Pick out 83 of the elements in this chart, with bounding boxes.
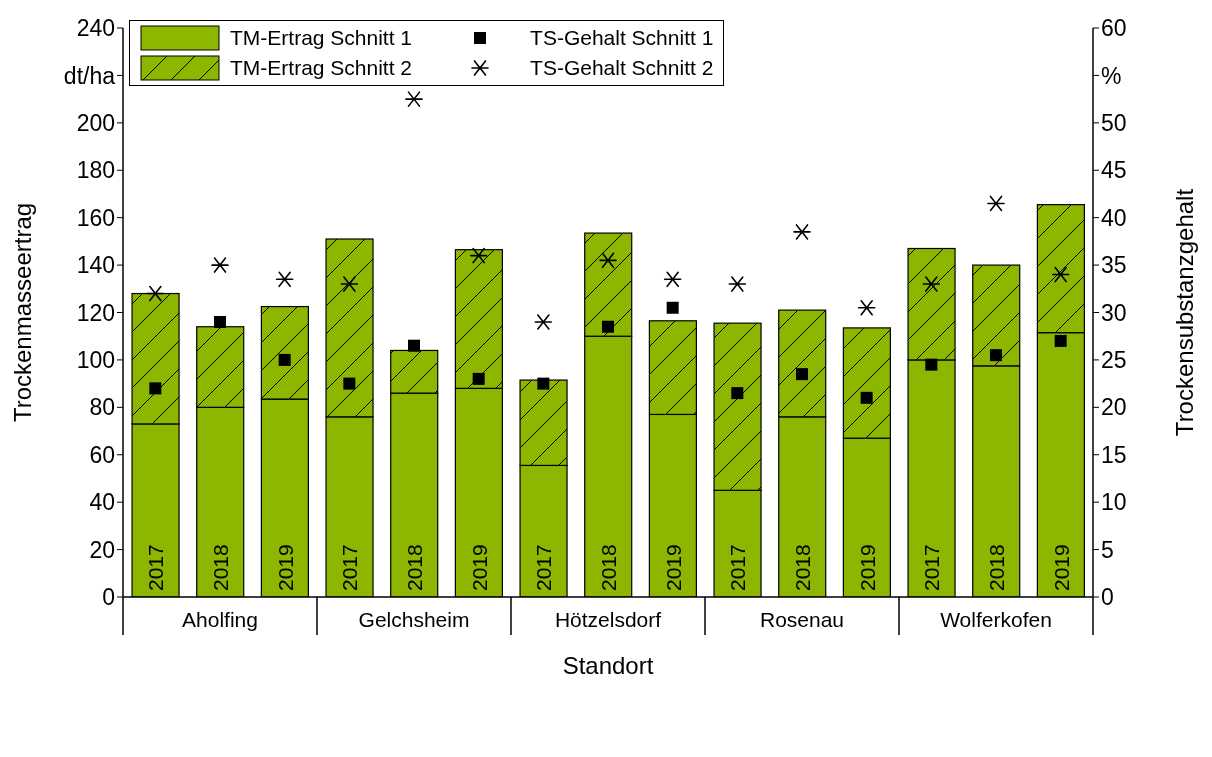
point [405,91,423,107]
point [602,320,614,333]
text: Aholfing [182,608,258,631]
legend-label: TS-Gehalt Schnitt 2 [530,56,714,80]
x-tick-label: 2019 [1049,544,1073,591]
x-tick-label: 2019 [855,544,879,591]
point [925,358,938,371]
y2-tick-label: % [1101,62,1122,89]
point [990,349,1002,362]
point [663,271,682,288]
point [340,276,359,292]
text: Gelchsheim [358,608,470,631]
legend-label: TM-Ertrag Schnitt 1 [230,26,413,50]
point [211,257,229,273]
point [469,247,488,264]
y2-tick-label: 30 [1101,299,1127,326]
point [275,271,294,288]
x-tick-label: 2018 [209,544,232,591]
y-tick-label: 100 [76,347,115,374]
y-tick-label: 60 [89,441,115,468]
y-tick-label: 160 [76,204,115,231]
point [343,377,356,390]
x-tick-label: 2017 [338,544,362,591]
x-axis-title: Standort [562,652,654,679]
x-tick-label: 2018 [403,544,426,591]
point [860,391,873,404]
y-tick-label: 140 [76,252,115,279]
x-tick-label: 2018 [791,544,814,591]
x-tick-label: 2017 [532,544,556,591]
x-tick-label: 2018 [597,544,620,591]
y2-tick-label: 10 [1101,489,1127,516]
point [278,353,291,366]
point [731,387,744,400]
y2-tick-label: 35 [1101,252,1127,279]
y2-axis-title: Trockensubstanzgehalt [1170,188,1198,437]
point [214,315,226,328]
point [472,372,485,385]
x-tick-label: 2017 [144,544,168,591]
point [922,276,941,292]
y2-tick-label: 25 [1101,347,1127,374]
x-tick-label: 2019 [273,544,297,591]
x-tick-label: 2017 [726,544,750,591]
point [796,368,808,381]
point [537,377,550,390]
y2-tick-label: 20 [1101,394,1127,421]
y-tick-label: 20 [89,536,115,563]
x-tick-label: 2019 [467,544,491,591]
y-tick-label: dt/ha [63,62,116,89]
y2-tick-label: 45 [1101,157,1127,184]
point [1051,266,1070,283]
y-tick-label: 80 [89,394,115,421]
y2-tick-label: 15 [1101,441,1127,468]
point [793,224,811,240]
point [408,339,420,352]
point [146,285,165,302]
y2-tick-label: 40 [1101,204,1127,231]
text: Hötzelsdorf [554,608,662,631]
text: Rosenau [759,608,845,631]
y-tick-label: 0 [102,584,115,611]
x-tick-label: 2018 [985,544,1008,591]
point [1054,334,1067,347]
y2-tick-label: 50 [1101,110,1127,136]
y-tick-label: 240 [76,15,115,42]
y2-tick-label: 60 [1101,15,1127,42]
point [987,195,1005,212]
point [534,314,553,330]
point [599,252,617,269]
legend-label: TS-Gehalt Schnitt 1 [530,26,714,50]
y-tick-label: 180 [76,157,115,184]
point [857,299,876,316]
y-tick-label: 40 [89,489,115,516]
x-tick-label: 2019 [661,544,685,591]
text: Wolferkofen [940,608,1052,631]
point [666,301,679,314]
y-tick-label: 200 [76,110,115,136]
point [149,382,162,395]
y2-tick-label: 5 [1101,536,1114,563]
y-tick-label: 120 [76,299,115,326]
y-axis-title: Trockenmasseertrag [8,202,36,423]
y2-tick-label: 0 [1101,584,1114,611]
x-tick-label: 2017 [920,544,944,591]
point [728,276,747,292]
legend-label: TM-Ertrag Schnitt 2 [230,56,413,80]
